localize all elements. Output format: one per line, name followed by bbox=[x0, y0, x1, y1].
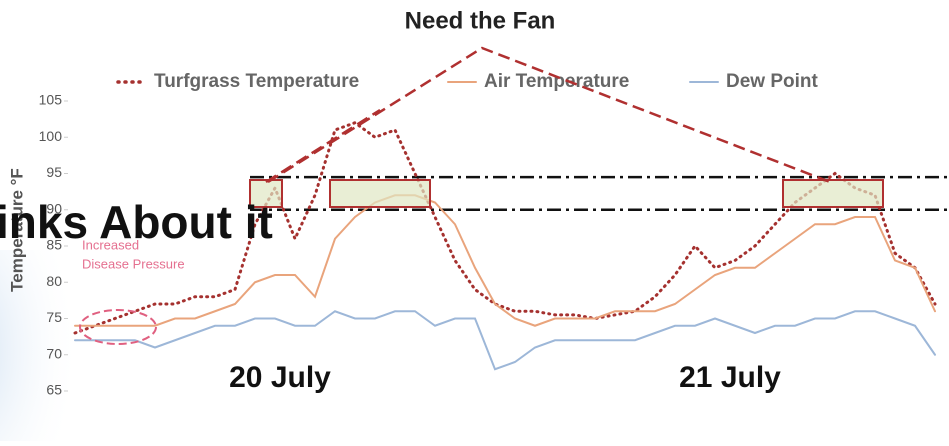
y-tick-label: 95 bbox=[46, 164, 62, 180]
annotation: Disease Pressure bbox=[82, 256, 185, 271]
y-tick-label: 70 bbox=[46, 345, 62, 361]
y-axis-label: Temperature °F bbox=[7, 168, 26, 292]
y-tick-label: 80 bbox=[46, 273, 62, 289]
series-line bbox=[74, 310, 936, 371]
legend-label: Dew Point bbox=[726, 71, 819, 92]
pointer-line bbox=[265, 46, 831, 184]
highlight-box bbox=[782, 179, 884, 208]
y-tick-label: 65 bbox=[46, 382, 62, 398]
annotation: inks About it bbox=[0, 196, 273, 248]
highlight-box bbox=[249, 179, 283, 208]
annotation: 21 July bbox=[679, 361, 781, 394]
y-tick-label: 100 bbox=[39, 128, 63, 144]
annotation: Increased bbox=[82, 237, 139, 252]
chart-title: Need the Fan bbox=[405, 7, 556, 34]
highlights bbox=[79, 46, 884, 345]
annotations: 20 July 21 July Increased Disease Pressure i… bbox=[0, 196, 781, 394]
highlight-ellipse bbox=[79, 309, 157, 345]
plot-area: 65 70 75 80 85 90 95 100 105 Turfgrass Temperatur… bbox=[39, 71, 949, 398]
legend-label: Turfgrass Temperature bbox=[154, 71, 359, 92]
annotation: 20 July bbox=[229, 361, 331, 394]
y-tick-label: 90 bbox=[46, 200, 62, 216]
legend-label: Air Temperature bbox=[484, 71, 629, 92]
y-tick-label: 105 bbox=[39, 92, 63, 108]
highlight-box bbox=[329, 179, 431, 208]
y-tick-label: 85 bbox=[46, 237, 62, 253]
y-tick-label: 75 bbox=[46, 309, 62, 325]
series-line bbox=[74, 194, 936, 327]
